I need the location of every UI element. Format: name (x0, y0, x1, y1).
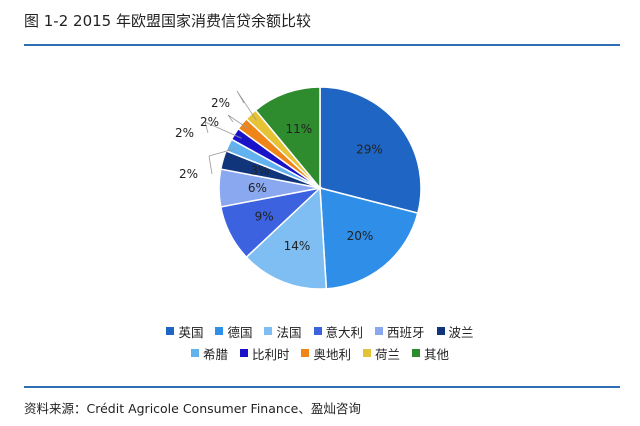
legend-swatch (436, 327, 445, 335)
bottom-rule (24, 386, 620, 388)
slice-data-label: 2% (179, 167, 198, 181)
slice-data-label: 14% (284, 239, 311, 253)
legend-swatch (301, 349, 310, 357)
legend-label: 英国 (178, 324, 204, 340)
legend-label: 西班牙 (387, 324, 425, 340)
legend-swatch (375, 327, 384, 335)
legend-item: 奥地利 (301, 344, 351, 363)
legend-item: 其他 (412, 344, 449, 363)
legend-label: 波兰 (448, 324, 474, 340)
slice-data-label: 11% (285, 122, 312, 136)
legend-swatch (264, 327, 273, 335)
legend-label: 比利时 (251, 346, 290, 362)
legend-swatch (363, 349, 371, 357)
legend-label: 德国 (227, 324, 253, 340)
slice-data-label: 2% (211, 96, 230, 110)
legend-item: 荷兰 (363, 344, 400, 363)
pie-chart: 29% 20% 14% 9% 6% 3% 2% 2% 2% 2% 11% (175, 86, 422, 290)
legend-label: 意大利 (325, 324, 364, 340)
legend-item: 德国 (215, 322, 252, 341)
pie-slice-11 (254, 86, 321, 191)
legend-row: 希腊 比利时 奥地利 荷兰 其他 (0, 342, 640, 364)
source-note: 资料来源：Crédit Agricole Consumer Finance、盈灿… (24, 401, 361, 416)
pie-slice-3 (245, 186, 328, 290)
leader-line (227, 114, 249, 130)
legend-label: 奥地利 (313, 346, 351, 362)
chart-legend: 英国 德国 法国 意大利 西班牙 波兰 希腊 比利时 奥地利 荷兰 其他 (0, 320, 640, 364)
leader-line (204, 121, 242, 139)
legend-item: 波兰 (436, 322, 474, 341)
slice-data-label: 29% (356, 143, 383, 157)
leader-line (208, 148, 237, 175)
legend-label: 希腊 (202, 346, 228, 362)
leader-line (236, 90, 257, 121)
pie-slice-2 (319, 187, 419, 290)
legend-swatch (215, 327, 224, 335)
top-rule (24, 44, 620, 46)
legend-label: 荷兰 (375, 346, 401, 362)
legend-label: 其他 (424, 346, 450, 362)
legend-swatch (313, 327, 322, 335)
legend-item: 意大利 (313, 322, 364, 341)
slice-data-label: 20% (347, 229, 374, 243)
slice-data-label: 3% (250, 164, 269, 178)
legend-item: 英国 (166, 322, 203, 341)
legend-row: 英国 德国 法国 意大利 西班牙 波兰 (0, 320, 640, 342)
slice-data-label: 6% (248, 181, 267, 195)
pie-slice-1 (319, 86, 422, 215)
legend-item: 希腊 (190, 344, 228, 363)
legend-swatch (190, 349, 199, 357)
slice-data-label: 2% (200, 115, 219, 129)
legend-swatch (166, 327, 175, 335)
legend-item: 法国 (264, 322, 302, 341)
figure-title: 图 1-2 2015 年欧盟国家消费信贷余额比较 (24, 12, 311, 30)
legend-item: 比利时 (239, 344, 290, 363)
legend-swatch (239, 349, 248, 357)
slice-data-label: 2% (175, 126, 194, 140)
legend-label: 法国 (276, 324, 302, 340)
legend-swatch (412, 349, 421, 357)
legend-item: 西班牙 (375, 322, 425, 341)
slice-data-label: 9% (255, 209, 274, 223)
